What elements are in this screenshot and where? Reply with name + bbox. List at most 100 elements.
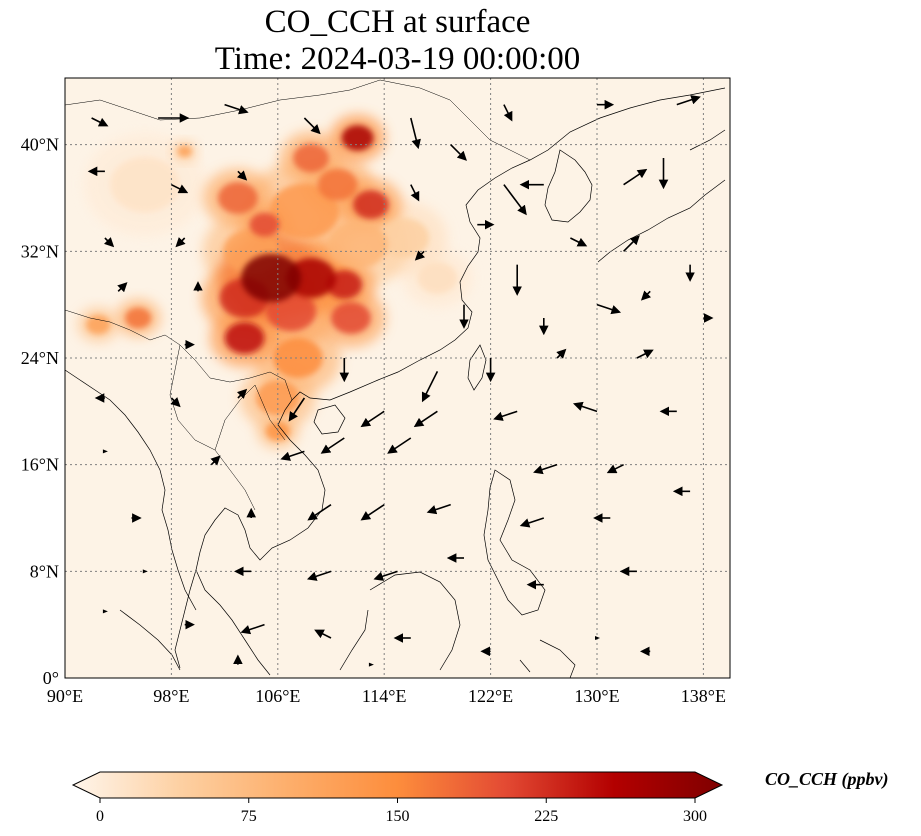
- wind-arrow: [306, 570, 332, 581]
- lon-tick-label: 98°E: [153, 686, 189, 706]
- coastline-sulawesi: [519, 639, 576, 678]
- co-plume-core: [293, 143, 330, 173]
- wind-arrow: [373, 570, 398, 581]
- wind-arrow: [307, 504, 332, 521]
- colorbar-label: CO_CCH (ppbv): [765, 769, 889, 789]
- co-plume-core: [109, 156, 180, 213]
- wind-arrow: [224, 103, 249, 115]
- co-plume-core: [286, 258, 336, 298]
- map-title-line1: CO_CCH at surface: [264, 4, 531, 40]
- colorbar-gradient: [71, 771, 724, 799]
- coastline-malay-peninsula: [174, 569, 197, 669]
- coastline-hainan: [313, 404, 346, 435]
- colorbar: 0 75 150 225 300: [71, 771, 724, 825]
- co-plume-core: [331, 302, 371, 334]
- wind-arrow: [640, 290, 652, 301]
- lon-tick-label: 130°E: [574, 686, 619, 706]
- wind-arrow: [103, 237, 115, 248]
- lon-tick-label: 90°E: [47, 686, 83, 706]
- wind-arrow: [142, 569, 148, 574]
- colorbar-tick-label: 300: [683, 808, 707, 825]
- wind-arrow: [636, 349, 654, 359]
- wind-arrow: [210, 455, 221, 466]
- wind-arrow: [606, 463, 624, 474]
- wind-arrow: [572, 401, 598, 413]
- wind-arrow: [236, 170, 248, 181]
- longitude-ticks: 90°E 98°E 106°E 114°E 122°E 130°E 138°E: [47, 686, 726, 706]
- colorbar-tick-label: 75: [241, 808, 257, 825]
- lat-tick-label: 32°N: [21, 241, 59, 261]
- co-plume-core: [417, 262, 458, 294]
- lon-tick-label: 106°E: [255, 686, 300, 706]
- co-plume-core: [269, 183, 340, 240]
- colorbar-tick-label: 225: [534, 808, 558, 825]
- wind-arrow: [519, 517, 545, 528]
- wind-arrow: [303, 117, 321, 135]
- co-plume-core: [341, 125, 374, 151]
- wind-arrow: [102, 609, 108, 614]
- coastline-taiwan: [467, 344, 487, 391]
- co-plume-core: [224, 322, 265, 354]
- map-gridlines: [65, 78, 730, 678]
- wind-arrow: [533, 463, 558, 475]
- wind-arrow: [595, 636, 600, 640]
- co-concentration-field: [77, 114, 472, 449]
- coastline-borneo: [339, 571, 461, 671]
- wind-arrow: [414, 250, 426, 261]
- wind-arrow: [676, 95, 701, 106]
- border-china-mongolia: [65, 79, 381, 121]
- wind-arrow: [623, 168, 648, 186]
- wind-arrow: [503, 184, 527, 216]
- colorbar-tick-label: 150: [386, 808, 410, 825]
- wind-arrow: [570, 237, 588, 247]
- lon-tick-label: 122°E: [468, 686, 513, 706]
- latitude-ticks: 0° 8°N 16°N 24°N 32°N 40°N: [21, 135, 59, 688]
- border-china-south: [65, 309, 293, 401]
- co-plume-core: [265, 421, 290, 441]
- wind-arrow: [368, 662, 374, 667]
- co-plume-core: [379, 218, 430, 258]
- lat-tick-label: 0°: [43, 668, 59, 688]
- co-plume-core: [217, 182, 258, 214]
- wind-arrow: [102, 449, 108, 454]
- map-axes: 90°E 98°E 106°E 114°E 122°E 130°E 138°E 0° 8°N 1…: [21, 77, 731, 706]
- wind-arrow: [387, 437, 412, 454]
- lon-tick-label: 114°E: [362, 686, 407, 706]
- wind-arrow: [288, 397, 306, 422]
- border-northeast: [379, 79, 531, 161]
- wind-arrow: [175, 237, 186, 248]
- co-plume-core: [86, 315, 111, 335]
- wind-arrow: [236, 388, 248, 399]
- co-plume-core: [249, 212, 280, 237]
- co-plume-core: [327, 220, 388, 269]
- border-indochina: [169, 344, 286, 511]
- wind-arrow: [410, 117, 421, 150]
- colorbar-ticks: 0 75 150 225 300: [96, 798, 707, 825]
- lat-tick-label: 24°N: [21, 348, 59, 368]
- lat-tick-label: 8°N: [30, 561, 59, 581]
- coastline-indochina: [195, 399, 326, 676]
- wind-arrow: [410, 184, 420, 202]
- map-frame: [64, 77, 731, 679]
- coastline-japan: [597, 129, 726, 263]
- co-plume-core: [177, 145, 192, 157]
- wind-arrow: [314, 629, 332, 639]
- wind-arrow: [413, 410, 438, 428]
- wind-vectors: [87, 95, 714, 667]
- wind-arrow: [280, 450, 305, 461]
- wind-arrow: [240, 623, 265, 635]
- wind-arrow: [623, 235, 640, 252]
- coastline-korea: [544, 149, 593, 223]
- wind-arrow: [320, 437, 345, 454]
- lon-tick-label: 138°E: [681, 686, 726, 706]
- lat-tick-label: 16°N: [21, 455, 59, 475]
- wind-arrow: [117, 282, 128, 293]
- co-plume-core: [266, 291, 317, 332]
- coastline-sumatra: [119, 609, 181, 671]
- co-plume-core: [272, 338, 323, 378]
- wind-arrow: [360, 504, 385, 521]
- wind-arrow: [596, 303, 622, 315]
- coastline-china: [291, 87, 726, 401]
- wind-arrow: [556, 348, 567, 359]
